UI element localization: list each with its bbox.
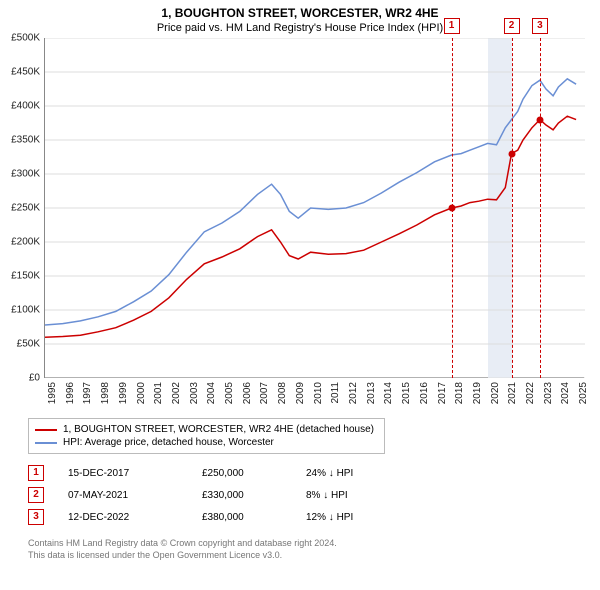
x-axis-label: 2011 [330, 382, 341, 404]
transaction-diff: 8% ↓ HPI [306, 490, 406, 501]
y-axis-label: £400K [11, 101, 40, 112]
legend-label-hpi: HPI: Average price, detached house, Worc… [63, 437, 274, 448]
marker-dashline [540, 38, 541, 378]
x-axis-label: 2004 [206, 382, 217, 404]
x-axis-label: 2008 [277, 382, 288, 404]
transaction-price: £330,000 [202, 490, 282, 501]
x-axis-label: 2021 [507, 382, 518, 404]
x-axis-label: 2003 [189, 382, 200, 404]
y-axis-label: £200K [11, 237, 40, 248]
marker-flag-3: 3 [532, 18, 548, 34]
legend: 1, BOUGHTON STREET, WORCESTER, WR2 4HE (… [28, 418, 385, 454]
x-axis-label: 1998 [100, 382, 111, 404]
series-lines [45, 38, 585, 378]
legend-item-property: 1, BOUGHTON STREET, WORCESTER, WR2 4HE (… [35, 423, 374, 436]
plot-frame [44, 38, 584, 378]
x-axis-label: 2023 [543, 382, 554, 404]
y-axis-label: £150K [11, 271, 40, 282]
legend-swatch-property [35, 429, 57, 431]
legend-swatch-hpi [35, 442, 57, 444]
x-axis-label: 2013 [366, 382, 377, 404]
marker-badge-1: 1 [28, 465, 44, 481]
x-axis-label: 2024 [560, 382, 571, 404]
series-line-property [45, 116, 576, 337]
transaction-date: 15-DEC-2017 [68, 468, 178, 479]
footer-attribution: Contains HM Land Registry data © Crown c… [28, 538, 600, 561]
series-line-hpi [45, 79, 576, 325]
x-axis-label: 2018 [454, 382, 465, 404]
x-axis-label: 1997 [82, 382, 93, 404]
marker-dot-1 [448, 205, 455, 212]
x-axis-label: 1995 [47, 382, 58, 404]
x-axis-label: 2014 [383, 382, 394, 404]
marker-flag-1: 1 [444, 18, 460, 34]
x-axis-label: 2002 [171, 382, 182, 404]
x-axis-label: 1999 [118, 382, 129, 404]
x-axis-label: 2010 [313, 382, 324, 404]
y-axis-label: £100K [11, 305, 40, 316]
y-axis-label: £500K [11, 33, 40, 44]
x-axis-label: 2001 [153, 382, 164, 404]
x-axis-label: 2006 [242, 382, 253, 404]
footer-line1: Contains HM Land Registry data © Crown c… [28, 538, 600, 550]
y-axis-label: £50K [17, 339, 40, 350]
marker-badge-3: 3 [28, 509, 44, 525]
y-axis-label: £250K [11, 203, 40, 214]
transaction-diff: 24% ↓ HPI [306, 468, 406, 479]
footer-line2: This data is licensed under the Open Gov… [28, 550, 600, 562]
transaction-date: 12-DEC-2022 [68, 512, 178, 523]
x-axis-label: 2012 [348, 382, 359, 404]
transactions-table: 1 15-DEC-2017 £250,000 24% ↓ HPI 2 07-MA… [28, 462, 600, 528]
x-axis-label: 2015 [401, 382, 412, 404]
y-axis-label: £350K [11, 135, 40, 146]
x-axis-label: 1996 [65, 382, 76, 404]
y-axis-label: £0 [29, 373, 40, 384]
x-axis-label: 2005 [224, 382, 235, 404]
transaction-diff: 12% ↓ HPI [306, 512, 406, 523]
marker-badge-2: 2 [28, 487, 44, 503]
legend-item-hpi: HPI: Average price, detached house, Worc… [35, 436, 374, 449]
x-axis-label: 2000 [136, 382, 147, 404]
x-axis-label: 2020 [490, 382, 501, 404]
y-axis-label: £450K [11, 67, 40, 78]
x-axis-label: 2009 [295, 382, 306, 404]
transaction-row: 1 15-DEC-2017 £250,000 24% ↓ HPI [28, 462, 600, 484]
marker-dot-3 [536, 116, 543, 123]
transaction-row: 3 12-DEC-2022 £380,000 12% ↓ HPI [28, 506, 600, 528]
x-axis-label: 2022 [525, 382, 536, 404]
marker-dashline [512, 38, 513, 378]
transaction-date: 07-MAY-2021 [68, 490, 178, 501]
marker-flag-2: 2 [504, 18, 520, 34]
x-axis-label: 2016 [419, 382, 430, 404]
y-axis-label: £300K [11, 169, 40, 180]
transaction-row: 2 07-MAY-2021 £330,000 8% ↓ HPI [28, 484, 600, 506]
x-axis-label: 2007 [259, 382, 270, 404]
x-axis-label: 2025 [578, 382, 589, 404]
transaction-price: £250,000 [202, 468, 282, 479]
chart-plot-area: £0£50K£100K£150K£200K£250K£300K£350K£400… [44, 38, 584, 378]
transaction-price: £380,000 [202, 512, 282, 523]
chart-title: 1, BOUGHTON STREET, WORCESTER, WR2 4HE [0, 0, 600, 20]
x-axis-label: 2019 [472, 382, 483, 404]
legend-label-property: 1, BOUGHTON STREET, WORCESTER, WR2 4HE (… [63, 424, 374, 435]
marker-dot-2 [508, 150, 515, 157]
x-axis-label: 2017 [437, 382, 448, 404]
